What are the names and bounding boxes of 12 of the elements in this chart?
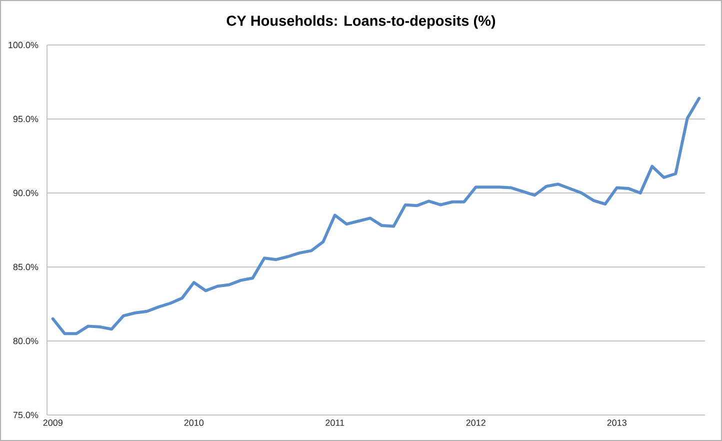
- x-tick-label: 2011: [326, 420, 344, 426]
- y-tick-label: 90.0%: [13, 190, 38, 196]
- y-tick-label: 100.0%: [8, 42, 38, 48]
- y-tick-label: 75.0%: [13, 412, 38, 418]
- chart-title: CY Households: Loans-to-deposits (%): [226, 15, 496, 29]
- y-tick-label: 80.0%: [13, 338, 38, 344]
- y-tick-label: 95.0%: [13, 116, 38, 122]
- y-tick-label: 85.0%: [13, 264, 38, 270]
- x-tick-label: 2010: [184, 420, 204, 426]
- x-tick-label: 2013: [607, 420, 626, 426]
- x-tick-label: 2009: [43, 420, 62, 426]
- x-tick-label: 2012: [466, 420, 486, 426]
